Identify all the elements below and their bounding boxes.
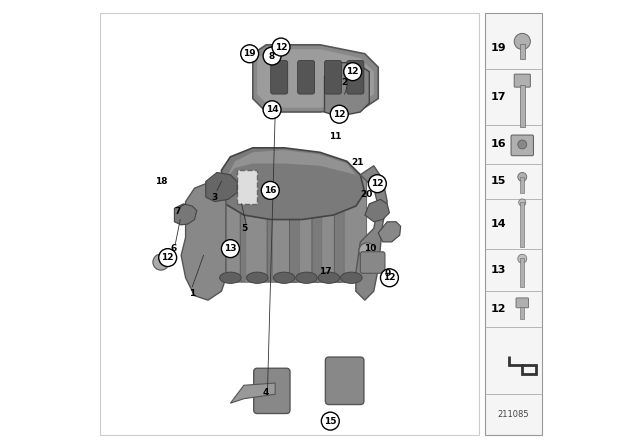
Polygon shape: [253, 45, 378, 112]
Circle shape: [159, 249, 177, 267]
Text: 12: 12: [371, 179, 383, 188]
Circle shape: [359, 243, 375, 259]
Circle shape: [272, 38, 290, 56]
FancyBboxPatch shape: [485, 13, 542, 435]
Text: 14: 14: [491, 219, 506, 229]
FancyBboxPatch shape: [213, 175, 246, 282]
FancyBboxPatch shape: [325, 357, 364, 405]
Text: 11: 11: [328, 132, 341, 141]
FancyBboxPatch shape: [240, 175, 273, 282]
Circle shape: [344, 63, 362, 81]
FancyBboxPatch shape: [520, 44, 525, 60]
Text: 15: 15: [491, 177, 506, 186]
FancyBboxPatch shape: [360, 252, 385, 273]
FancyBboxPatch shape: [516, 298, 529, 308]
Text: 4: 4: [262, 388, 269, 396]
Text: 13: 13: [491, 265, 506, 275]
FancyBboxPatch shape: [520, 85, 525, 127]
Ellipse shape: [273, 272, 295, 284]
Text: 2: 2: [342, 78, 348, 87]
FancyBboxPatch shape: [520, 177, 524, 193]
Text: 15: 15: [324, 417, 337, 426]
FancyBboxPatch shape: [520, 258, 524, 287]
Text: 14: 14: [266, 105, 278, 114]
Circle shape: [518, 199, 526, 206]
Polygon shape: [257, 49, 374, 108]
Circle shape: [263, 47, 281, 65]
Ellipse shape: [220, 272, 241, 284]
FancyBboxPatch shape: [267, 175, 300, 282]
Text: 1: 1: [189, 289, 195, 298]
Polygon shape: [181, 179, 226, 300]
Text: 12: 12: [491, 304, 506, 314]
FancyBboxPatch shape: [520, 202, 524, 247]
Polygon shape: [378, 222, 401, 242]
Circle shape: [221, 240, 239, 258]
Text: 16: 16: [491, 139, 506, 150]
Circle shape: [321, 412, 339, 430]
Text: 10: 10: [364, 244, 376, 253]
Ellipse shape: [246, 272, 268, 284]
FancyBboxPatch shape: [289, 175, 322, 282]
Text: 12: 12: [333, 110, 346, 119]
Text: 3: 3: [212, 193, 218, 202]
Polygon shape: [324, 63, 369, 116]
Circle shape: [518, 172, 527, 181]
Text: 12: 12: [161, 253, 174, 262]
Polygon shape: [230, 383, 275, 403]
Text: 17: 17: [491, 92, 506, 103]
FancyBboxPatch shape: [324, 60, 342, 94]
Circle shape: [369, 175, 387, 193]
FancyBboxPatch shape: [100, 13, 479, 435]
Text: 211085: 211085: [497, 410, 529, 419]
Text: 12: 12: [383, 273, 396, 282]
Ellipse shape: [340, 272, 362, 284]
Circle shape: [261, 181, 279, 199]
Ellipse shape: [318, 272, 340, 284]
FancyBboxPatch shape: [271, 60, 288, 94]
Polygon shape: [226, 150, 356, 179]
Text: 19: 19: [491, 43, 506, 53]
Circle shape: [518, 254, 527, 263]
Circle shape: [518, 140, 527, 149]
FancyBboxPatch shape: [511, 135, 534, 156]
Polygon shape: [174, 204, 197, 225]
Text: 13: 13: [224, 244, 237, 253]
Ellipse shape: [296, 272, 317, 284]
Text: 5: 5: [242, 224, 248, 233]
FancyBboxPatch shape: [298, 60, 315, 94]
Polygon shape: [365, 199, 389, 222]
Text: 8: 8: [269, 52, 275, 60]
FancyBboxPatch shape: [347, 60, 364, 94]
Text: 20: 20: [360, 190, 372, 199]
Circle shape: [380, 269, 398, 287]
Text: 18: 18: [155, 177, 167, 186]
Circle shape: [514, 34, 531, 50]
Text: 21: 21: [351, 158, 364, 167]
Circle shape: [263, 101, 281, 119]
Circle shape: [330, 105, 348, 123]
Text: 17: 17: [319, 267, 332, 276]
FancyBboxPatch shape: [520, 307, 524, 319]
Text: 6: 6: [170, 244, 177, 253]
Text: 7: 7: [174, 207, 180, 216]
FancyBboxPatch shape: [237, 170, 257, 204]
FancyBboxPatch shape: [312, 175, 344, 282]
Text: 16: 16: [264, 186, 276, 195]
FancyBboxPatch shape: [253, 368, 290, 414]
Polygon shape: [206, 172, 237, 202]
Circle shape: [241, 45, 259, 63]
Polygon shape: [221, 148, 365, 220]
Text: 9: 9: [385, 269, 391, 278]
Polygon shape: [356, 166, 387, 300]
Text: 12: 12: [275, 43, 287, 52]
Circle shape: [153, 254, 169, 270]
Text: 19: 19: [243, 49, 256, 58]
FancyBboxPatch shape: [334, 175, 367, 282]
FancyBboxPatch shape: [514, 74, 531, 87]
Text: 12: 12: [346, 67, 359, 76]
